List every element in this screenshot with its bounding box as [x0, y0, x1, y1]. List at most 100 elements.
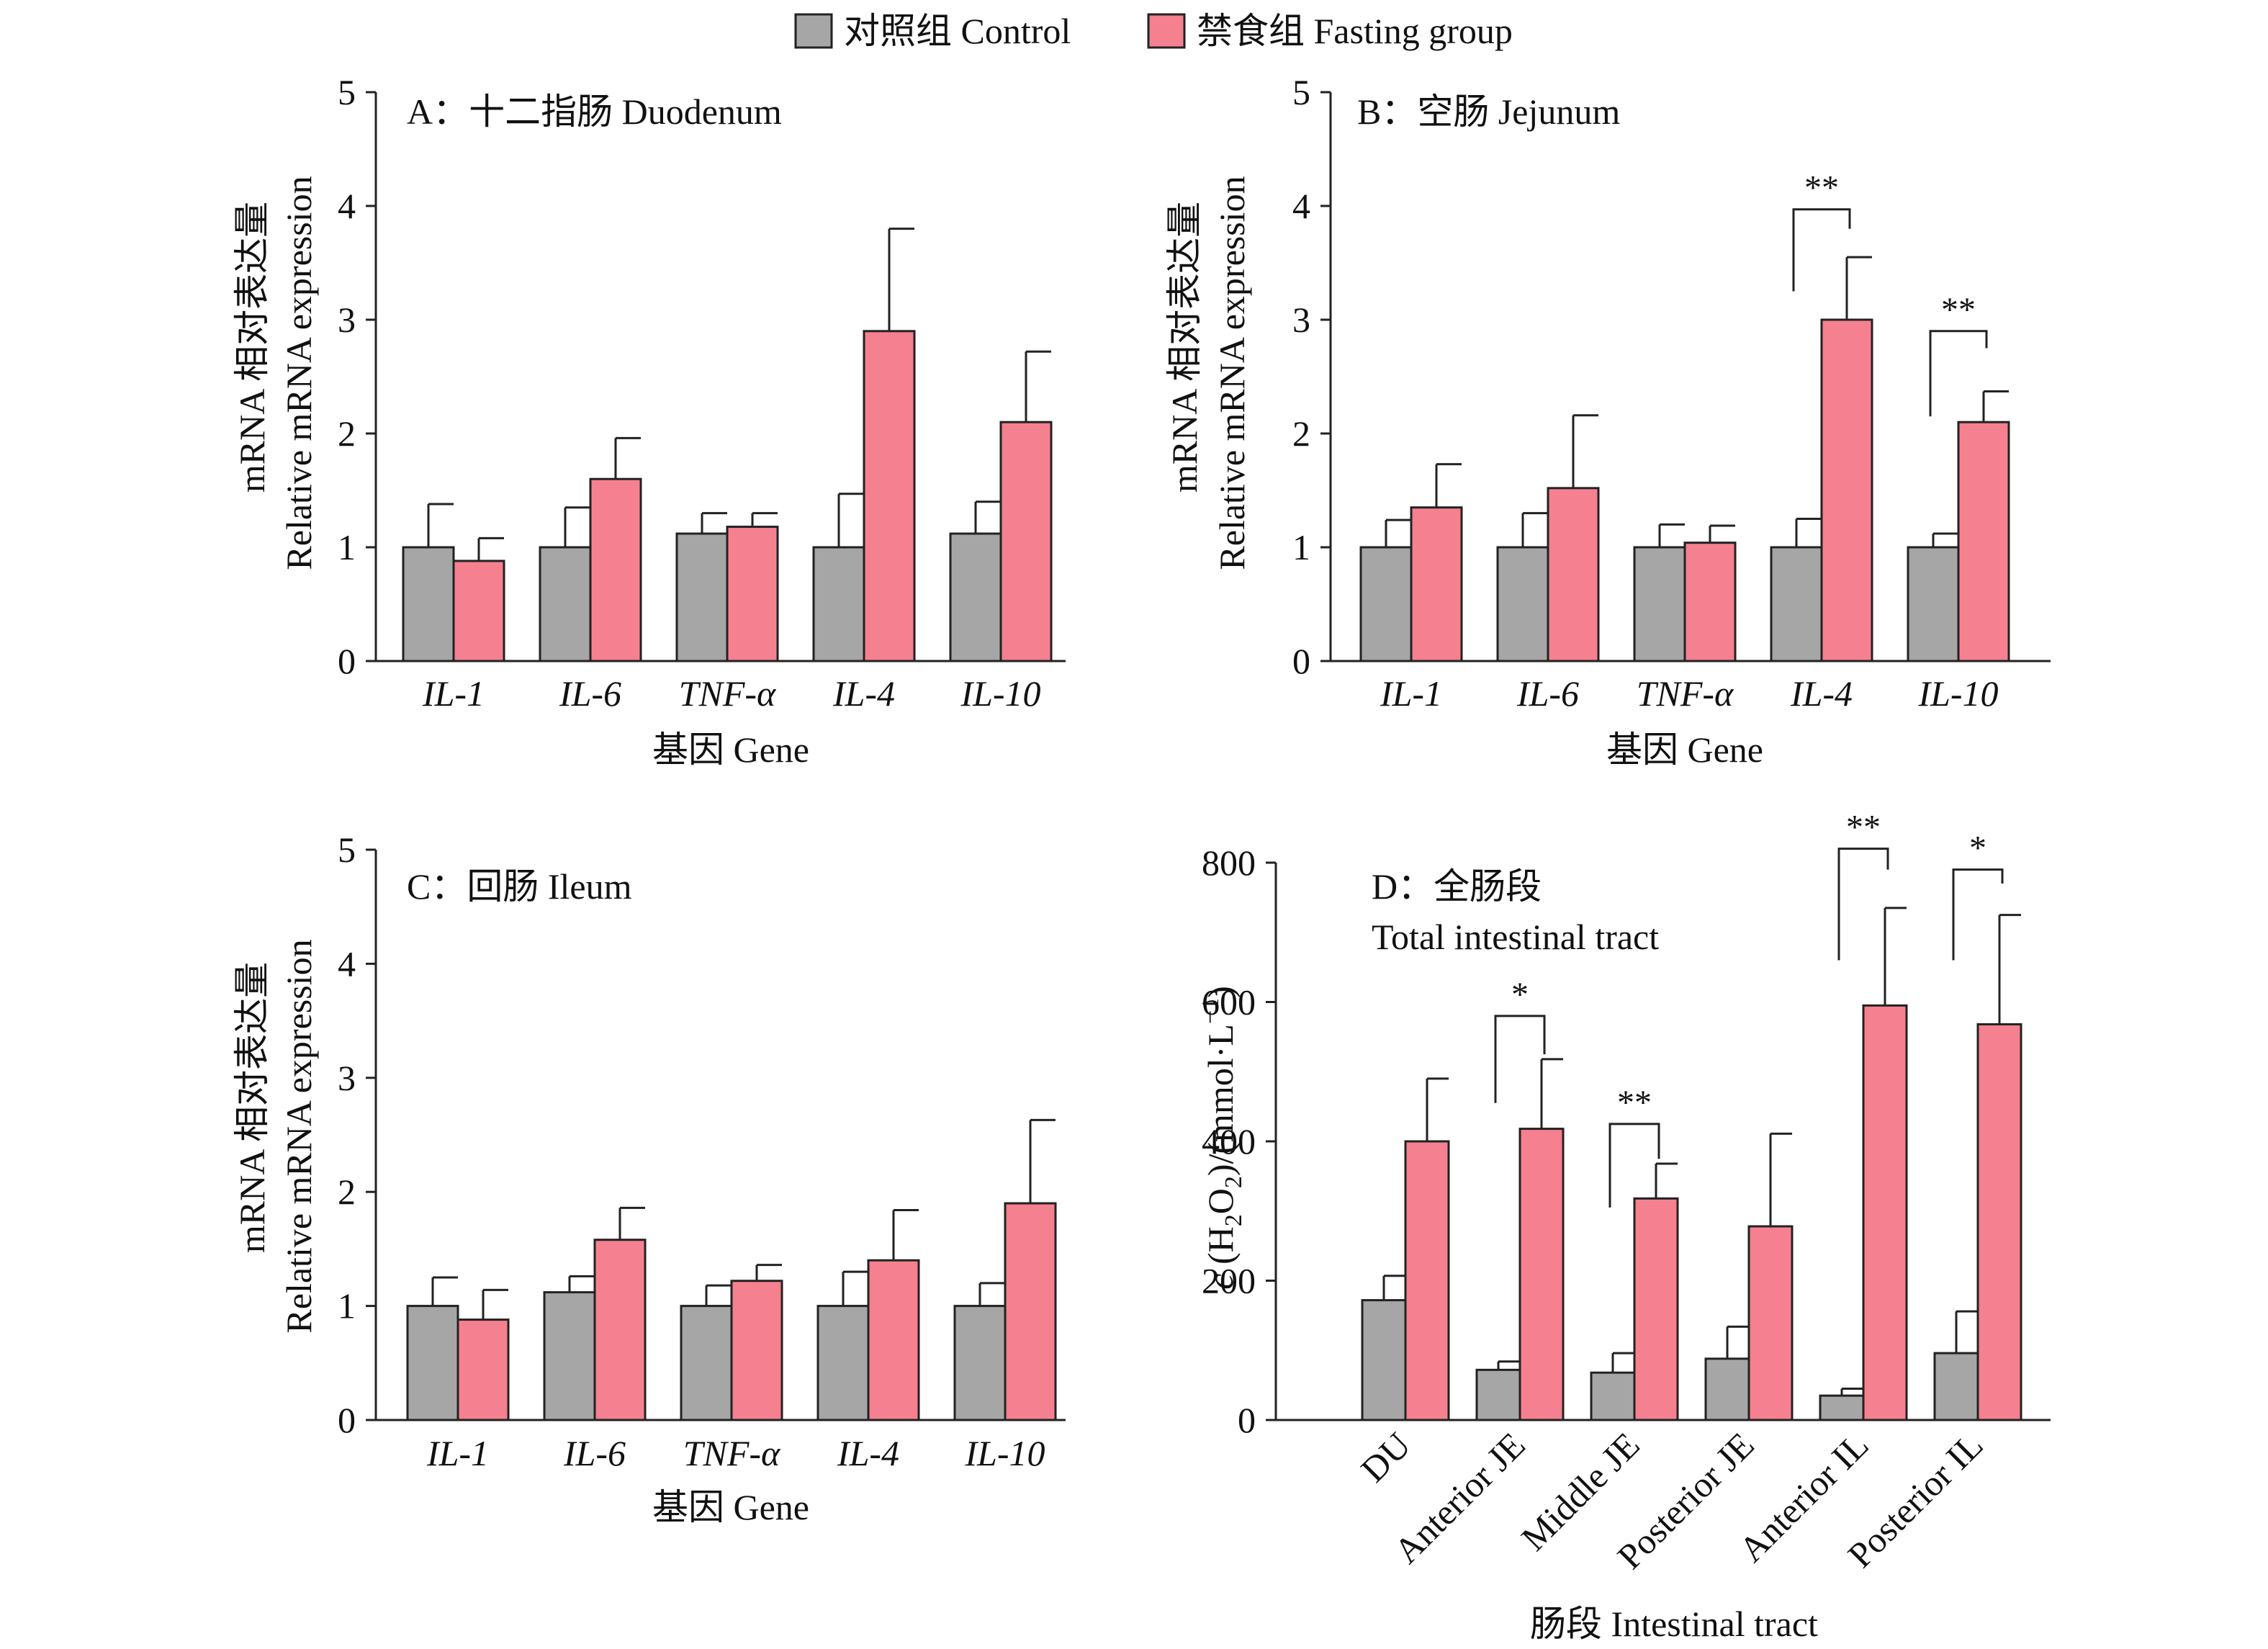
bar-fasting — [1410, 506, 1463, 662]
panel-d-ylabel-c: c — [1200, 1274, 1241, 1290]
panel-c-x-tick-label: IL-4 — [837, 1433, 899, 1473]
panel-c-ylabel-line1: mRNA 相对表达量 — [232, 962, 272, 1253]
panel-b-y-tick-label: 4 — [1292, 186, 1310, 226]
panel-b-x-tick-label: IL-6 — [1516, 673, 1579, 714]
panel-a-y-tick-label: 4 — [338, 186, 356, 226]
panel-c-x-tick-label: IL-10 — [964, 1433, 1045, 1473]
panel-d-y-tick-label: 0 — [1238, 1400, 1256, 1440]
bar-fasting — [1862, 1004, 1908, 1421]
panel-d: D：全肠段 Total intestinal tract c (H2O2)/(m… — [1197, 809, 2051, 1644]
significance-bracket — [1792, 208, 1851, 292]
panel-b-y-tick-label: 5 — [1292, 72, 1310, 112]
panel-c-xlabel: 基因 Gene — [652, 1487, 809, 1527]
legend: 对照组 Control 禁食组 Fasting group — [794, 11, 1513, 51]
significance-label: ** — [1941, 291, 1976, 329]
bar-control — [1704, 1357, 1750, 1421]
legend-swatch-control — [794, 13, 833, 49]
significance-label: ** — [1846, 809, 1881, 847]
bar-control — [680, 1305, 733, 1421]
panel-d-x-tick-label: DU — [1353, 1424, 1418, 1490]
bar-fasting — [726, 526, 779, 662]
panel-a-title: A：十二指肠 Duodenum — [407, 91, 782, 132]
bar-fasting — [1747, 1225, 1794, 1421]
panel-b-y-tick-label: 0 — [1292, 641, 1310, 681]
bar-fasting — [1404, 1140, 1450, 1421]
panel-c-y-tick-label: 1 — [338, 1286, 356, 1326]
panel-a-x-tick-label: TNF-α — [679, 673, 777, 714]
panel-b-x-tick-label: IL-4 — [1790, 673, 1853, 714]
bar-control — [949, 532, 1002, 662]
bar-control — [1475, 1368, 1521, 1421]
bar-fasting — [730, 1280, 783, 1421]
panel-d-y-tick-label: 800 — [1202, 843, 1256, 883]
panel-b-ylabel-line2: Relative mRNA expression — [1212, 176, 1252, 570]
bar-fasting — [1547, 487, 1600, 662]
panel-b-x-tick-label: IL-1 — [1380, 673, 1442, 714]
bar-fasting — [1957, 421, 2010, 662]
panel-b-y-tick-label: 3 — [1292, 300, 1310, 340]
panel-a-ylabel-line1: mRNA 相对表达量 — [232, 202, 272, 493]
panel-a-y-tick-label: 5 — [338, 72, 356, 112]
panel-b-plot: 0 1 2 3 4 5 IL-1 IL-6 TNF-α IL-4 IL-10 ** ** — [1292, 72, 2051, 714]
bar-control — [539, 546, 592, 662]
bar-fasting — [863, 330, 916, 662]
bar-control — [1933, 1352, 1979, 1421]
panel-a-y-tick-label: 2 — [338, 413, 356, 454]
panel-b-xlabel: 基因 Gene — [1606, 729, 1763, 770]
bar-control — [1496, 546, 1549, 662]
bar-control — [406, 1305, 459, 1421]
bar-control — [1359, 546, 1413, 662]
panel-a: A：十二指肠 Duodenum mRNA 相对表达量 Relative mRNA… — [232, 72, 1066, 770]
bar-fasting — [1976, 1023, 2022, 1421]
panel-c-x-tick-label: TNF-α — [683, 1433, 781, 1473]
bar-control — [402, 546, 455, 662]
bar-control — [1633, 546, 1686, 662]
panel-a-x-tick-label: IL-6 — [559, 673, 621, 714]
bar-control — [953, 1305, 1007, 1421]
panel-c-ylabel-line2: Relative mRNA expression — [279, 939, 319, 1333]
panel-b-x-tick-label: TNF-α — [1637, 673, 1734, 714]
panel-d-title-line2: Total intestinal tract — [1372, 917, 1659, 957]
bar-control — [1590, 1371, 1636, 1421]
significance-label: ** — [1804, 169, 1839, 207]
bar-fasting — [589, 477, 642, 662]
bar-fasting — [1004, 1202, 1057, 1421]
panel-c-x-tick-label: IL-6 — [563, 1433, 626, 1473]
panel-d-y-tick-label: 200 — [1202, 1261, 1256, 1301]
legend-label-control: 对照组 Control — [844, 11, 1071, 51]
panel-a-plot: 0 1 2 3 4 5 IL-1 IL-6 TNF-α IL-4 IL-10 — [338, 72, 1066, 714]
panel-a-xlabel: 基因 Gene — [652, 729, 809, 770]
bar-control — [1819, 1394, 1865, 1421]
panel-d-xlabel: 肠段 Intestinal tract — [1530, 1604, 1818, 1644]
bar-control — [1907, 546, 1960, 662]
significance-label: * — [1969, 830, 1986, 868]
panel-c-y-tick-label: 4 — [338, 943, 356, 984]
panel-a-x-tick-label: IL-4 — [832, 673, 895, 714]
panel-c-title: C：回肠 Ileum — [407, 866, 632, 907]
bar-fasting — [867, 1259, 920, 1421]
panel-a-y-tick-label: 3 — [338, 300, 356, 340]
legend-label-fasting: 禁食组 Fasting group — [1197, 11, 1513, 51]
panel-b-ylabel-line1: mRNA 相对表达量 — [1164, 202, 1205, 493]
bar-fasting — [452, 560, 505, 662]
bar-control — [812, 546, 865, 662]
significance-bracket — [1494, 1015, 1546, 1103]
bar-fasting — [456, 1318, 510, 1421]
panel-c-plot: 0 1 2 3 4 5 IL-1 IL-6 TNF-α IL-4 IL-10 — [338, 830, 1066, 1473]
panel-c-y-tick-label: 3 — [338, 1058, 356, 1098]
significance-label: ** — [1617, 1084, 1652, 1122]
panel-d-y-tick-label: 600 — [1202, 982, 1256, 1023]
panel-a-x-tick-label: IL-1 — [422, 673, 485, 714]
bar-fasting — [1820, 318, 1873, 662]
bar-fasting — [999, 421, 1053, 662]
panel-c-y-tick-label: 2 — [338, 1172, 356, 1212]
panel-a-y-tick-label: 0 — [338, 641, 356, 681]
panel-b-y-tick-label: 2 — [1292, 413, 1310, 454]
bar-fasting — [1633, 1197, 1679, 1421]
bar-control — [816, 1305, 870, 1421]
panel-a-ylabel-line2: Relative mRNA expression — [279, 176, 319, 570]
bar-control — [1361, 1299, 1407, 1421]
legend-swatch-fasting — [1147, 13, 1186, 49]
significance-label: * — [1511, 976, 1529, 1014]
bar-control — [675, 532, 729, 662]
